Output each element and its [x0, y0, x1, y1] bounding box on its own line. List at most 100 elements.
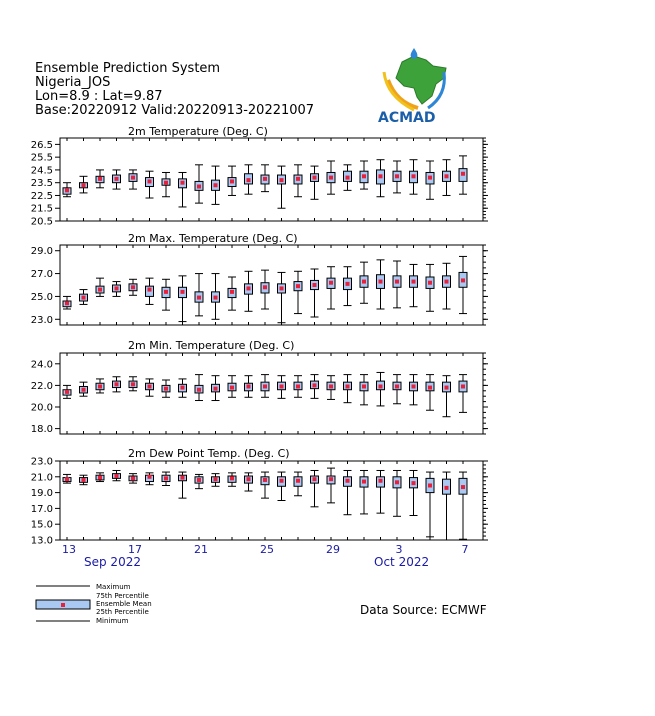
- mean-marker: [395, 174, 399, 179]
- mean-marker: [213, 386, 218, 391]
- box-23: [425, 160, 435, 200]
- mean-marker: [378, 174, 383, 179]
- mean-marker: [444, 485, 449, 490]
- mean-marker: [362, 384, 366, 389]
- box-12: [244, 164, 253, 195]
- mean-marker: [296, 384, 300, 389]
- legend-minimum: Minimum: [96, 617, 129, 625]
- panel-title-bg: [130, 125, 270, 137]
- mean-marker: [131, 476, 135, 481]
- x-day-label: 13: [62, 543, 76, 556]
- box-16: [310, 165, 319, 200]
- mean-marker: [461, 485, 465, 490]
- box-17: [326, 266, 336, 310]
- box-21: [392, 469, 402, 517]
- box-8: [178, 171, 187, 208]
- y-tick-label: 20.5: [31, 217, 53, 228]
- data-source: Data Source: ECMWF: [360, 603, 487, 617]
- box-9: [194, 273, 204, 317]
- box-25: [458, 374, 468, 413]
- y-tick-label: 23.0: [31, 315, 53, 326]
- box-3: [95, 378, 105, 394]
- mean-marker: [312, 175, 317, 180]
- x-day-label: 17: [128, 543, 142, 556]
- x-day-label: 29: [326, 543, 340, 556]
- mean-marker: [81, 477, 86, 482]
- box-18: [343, 164, 352, 191]
- box-23: [425, 471, 435, 538]
- y-tick-label: 22.5: [31, 191, 53, 202]
- logo-text: ACMAD: [378, 110, 436, 126]
- y-tick-label: 22.0: [31, 381, 53, 392]
- mean-marker: [263, 176, 267, 181]
- header-coords: Lon=8.9 : Lat=9.87: [35, 89, 163, 104]
- box-17: [326, 375, 336, 400]
- box-13: [260, 471, 270, 499]
- box-15: [293, 471, 303, 497]
- box-14: [277, 165, 286, 209]
- box-20: [376, 159, 385, 198]
- mean-marker: [296, 176, 300, 181]
- box-7: [161, 171, 171, 198]
- box-11: [227, 472, 237, 487]
- mean-marker: [428, 483, 432, 488]
- box-15: [293, 164, 303, 198]
- box-16: [310, 469, 319, 508]
- box-4: [112, 376, 121, 393]
- mean-marker: [131, 285, 135, 290]
- mean-marker: [362, 279, 366, 284]
- mean-marker: [164, 386, 168, 391]
- mean-marker: [81, 387, 86, 392]
- x-day-label: 7: [462, 543, 469, 556]
- mean-marker: [395, 480, 399, 485]
- box-16: [310, 268, 319, 318]
- x-day-label: 25: [260, 543, 274, 556]
- mean-marker: [230, 289, 234, 294]
- box-23: [425, 263, 435, 312]
- mean-marker: [65, 477, 69, 482]
- legend-maximum: Maximum: [96, 583, 131, 591]
- mean-marker: [180, 289, 185, 294]
- mean-marker: [147, 287, 152, 292]
- mean-marker: [230, 385, 234, 390]
- box-21: [392, 160, 402, 194]
- panel-title: 2m Min. Temperature (Deg. C): [128, 339, 294, 352]
- panel-2: 2m Max. Temperature (Deg. C) 29.0 27.0 25.0…: [31, 232, 488, 326]
- box-13: [260, 269, 270, 310]
- mean-marker: [329, 477, 333, 482]
- mean-marker: [296, 478, 300, 483]
- mean-marker: [164, 476, 168, 481]
- box-17: [326, 467, 336, 504]
- box-19: [359, 374, 369, 406]
- x-month-label: Oct 2022: [374, 555, 429, 569]
- mean-marker: [279, 178, 284, 183]
- panel-3: 2m Min. Temperature (Deg. C) 24.0 22.0 20.0…: [31, 339, 488, 435]
- box-19: [359, 261, 369, 304]
- box-5: [128, 473, 138, 484]
- box-7: [161, 379, 171, 398]
- mean-marker: [461, 278, 465, 283]
- mean-marker: [147, 384, 152, 389]
- box-4: [112, 281, 121, 297]
- box-2: [79, 381, 88, 397]
- y-tick-label: 21.5: [31, 204, 53, 215]
- box-7: [161, 471, 171, 486]
- box-15: [293, 375, 303, 398]
- mean-marker: [263, 477, 267, 482]
- mean-marker: [65, 301, 69, 306]
- box-1: [62, 473, 72, 484]
- box-20: [376, 469, 385, 514]
- y-tick-label: 26.5: [31, 140, 53, 151]
- panel-frame: [59, 352, 484, 435]
- mean-marker: [411, 481, 416, 486]
- mean-marker: [428, 175, 432, 180]
- box-21: [392, 260, 402, 309]
- box-13: [260, 374, 270, 398]
- mean-marker: [428, 385, 432, 390]
- box-12: [244, 472, 253, 492]
- box-3: [95, 277, 105, 297]
- panel-title: 2m Dew Point Temp. (Deg. C): [128, 447, 290, 460]
- box-1: [62, 182, 72, 198]
- mean-marker: [98, 384, 102, 389]
